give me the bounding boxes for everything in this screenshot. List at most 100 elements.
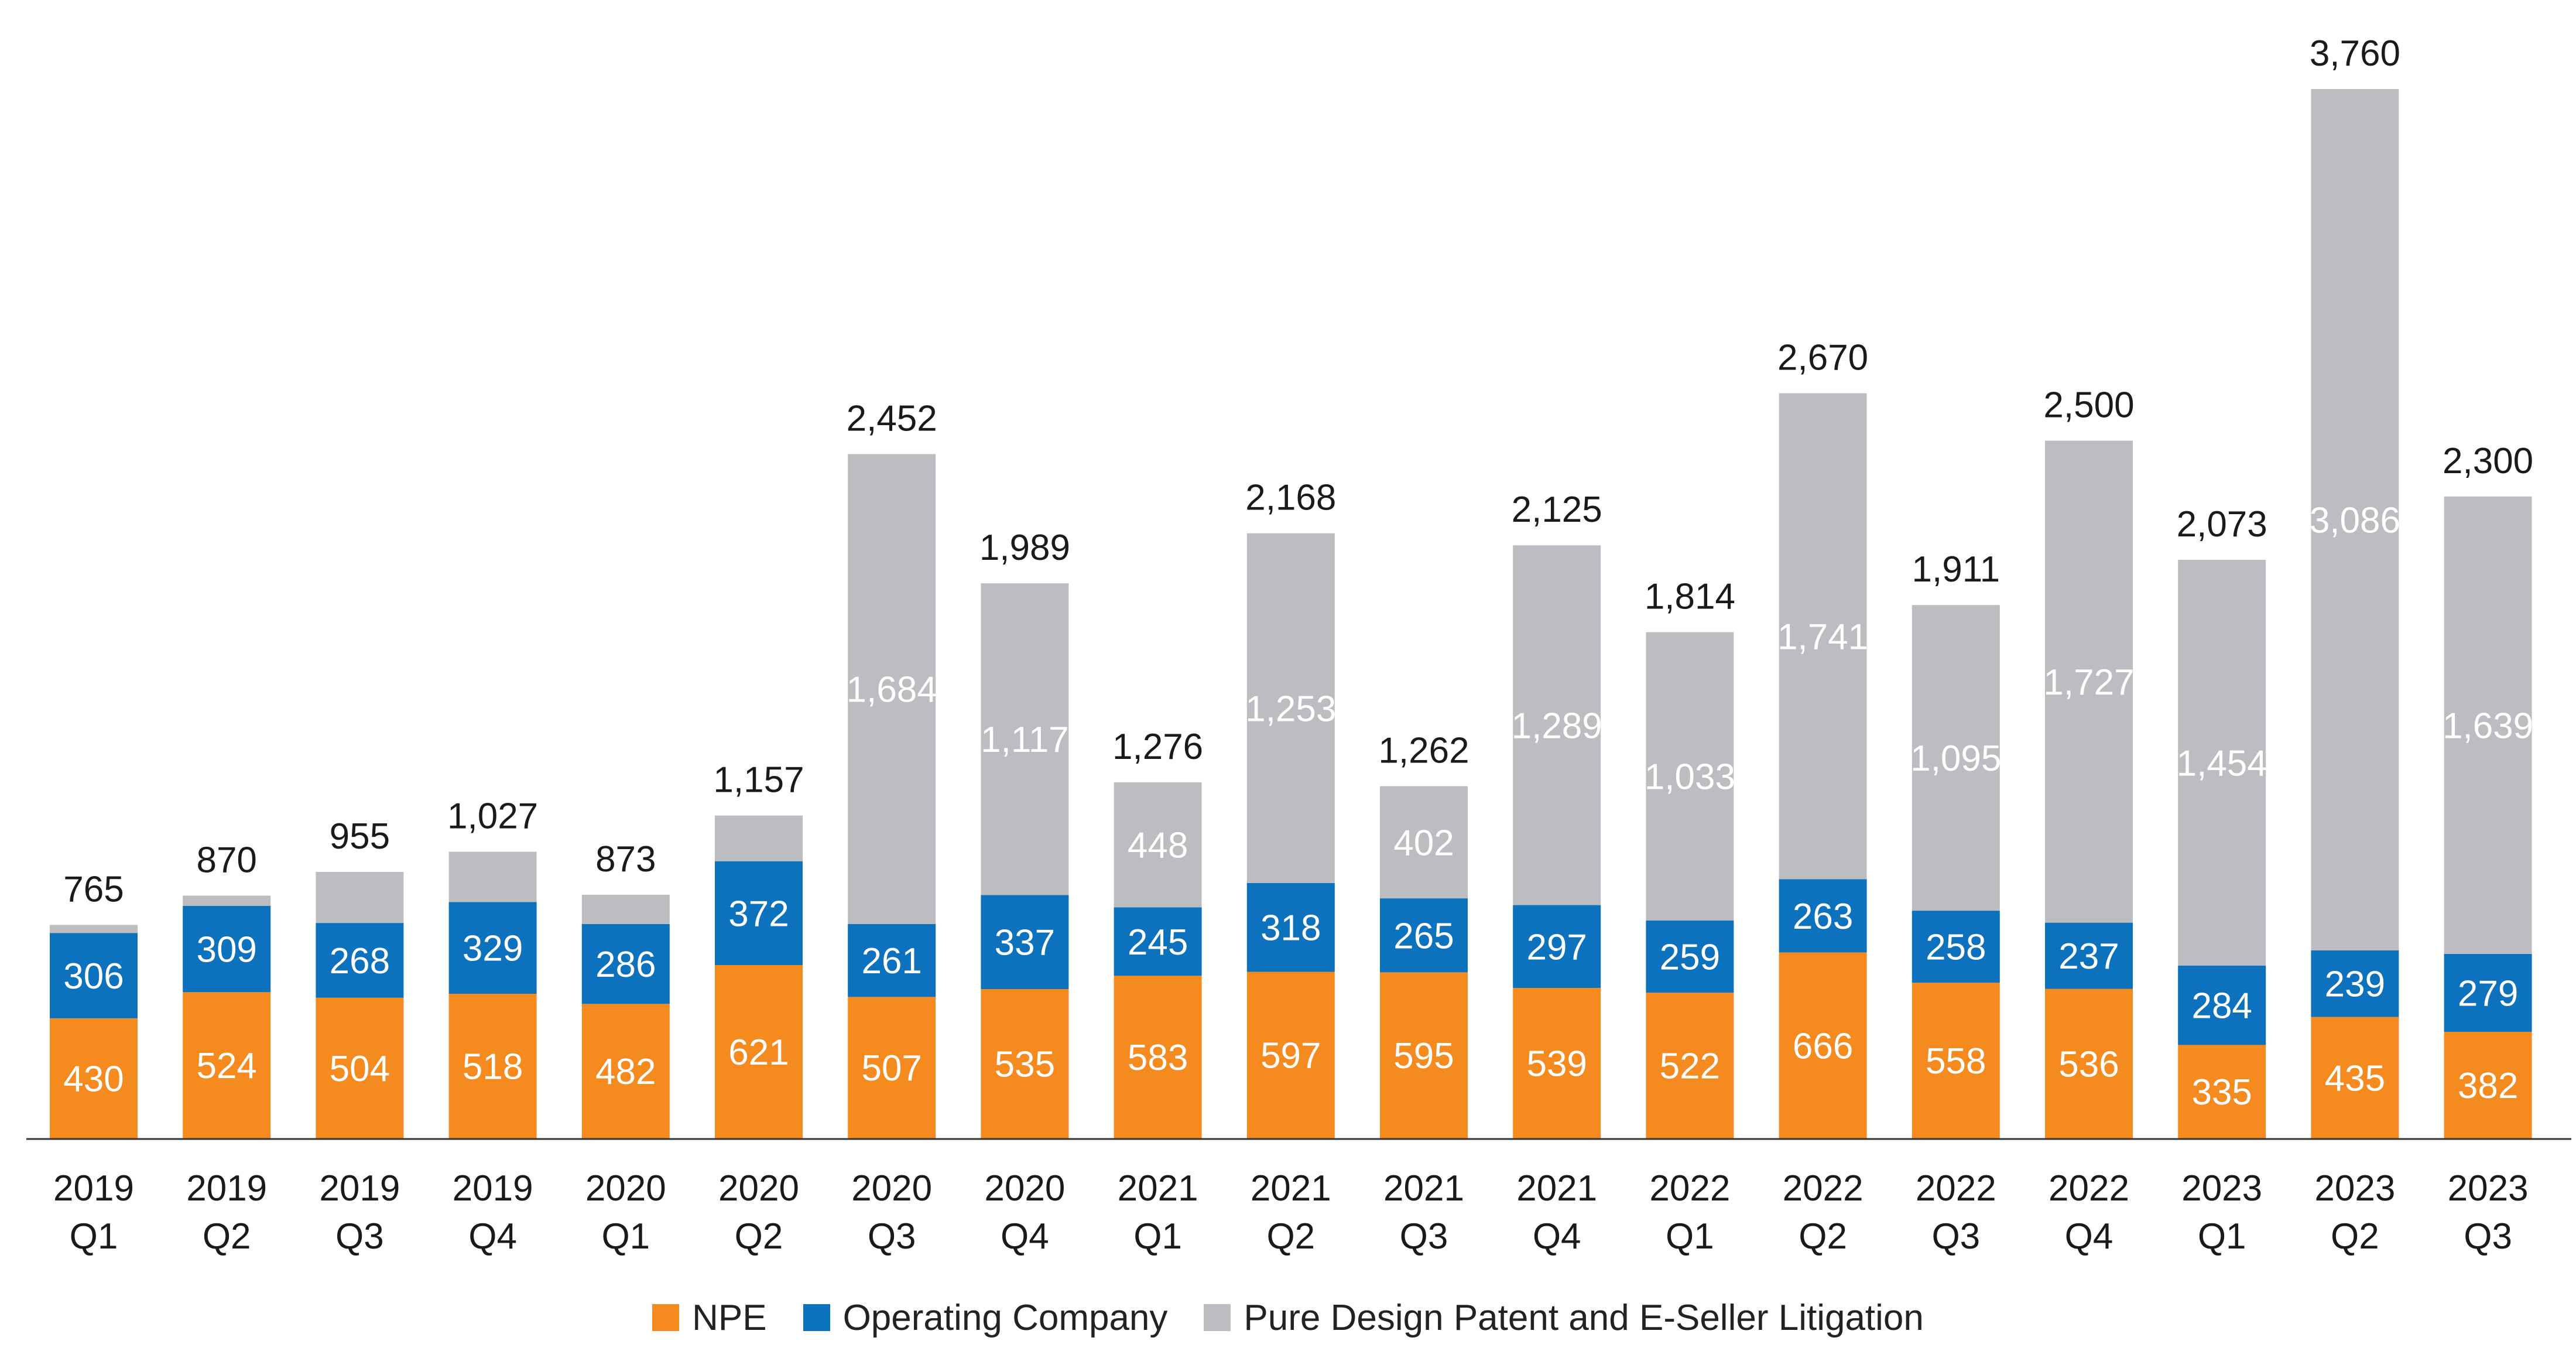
legend-label-npe: NPE bbox=[692, 1297, 766, 1339]
x-tick-label-year: 2019 bbox=[53, 1168, 134, 1209]
x-tick-label-year: 2019 bbox=[186, 1168, 267, 1209]
x-tick-label-quarter: Q3 bbox=[1400, 1216, 1448, 1257]
data-label-pure-design-patent-and-e-seller-litigation: 1,741 bbox=[1777, 617, 1868, 657]
chart-legend: NPE Operating Company Pure Design Patent… bbox=[0, 1291, 2576, 1344]
stacked-bar-chart: 4303067652019Q15243098702019Q25042689552… bbox=[0, 0, 2576, 1358]
data-label-npe: 621 bbox=[728, 1032, 789, 1073]
data-label-npe: 595 bbox=[1393, 1036, 1454, 1076]
x-tick-label-quarter: Q3 bbox=[868, 1216, 916, 1257]
data-label-operating-company: 329 bbox=[463, 929, 523, 969]
x-tick-label-quarter: Q4 bbox=[1533, 1216, 1581, 1257]
x-tick-label-quarter: Q4 bbox=[1001, 1216, 1049, 1257]
data-label-npe: 507 bbox=[861, 1048, 922, 1089]
x-tick-label-year: 2023 bbox=[2314, 1168, 2395, 1209]
legend-item-npe: NPE bbox=[652, 1297, 766, 1339]
data-label-operating-company: 284 bbox=[2191, 986, 2252, 1027]
total-label: 1,814 bbox=[1645, 577, 1735, 617]
legend-swatch-operating-company bbox=[803, 1304, 830, 1331]
data-label-operating-company: 259 bbox=[1660, 938, 1720, 978]
x-tick-label-quarter: Q4 bbox=[468, 1216, 517, 1257]
x-tick-label-quarter: Q1 bbox=[70, 1216, 118, 1257]
x-tick-label-quarter: Q1 bbox=[601, 1216, 650, 1257]
x-tick-label-year: 2021 bbox=[1516, 1168, 1597, 1209]
data-label-pure-design-patent-and-e-seller-litigation: 1,253 bbox=[1245, 689, 1336, 729]
data-label-pure-design-patent-and-e-seller-litigation: 1,095 bbox=[1910, 738, 2001, 779]
data-label-operating-company: 245 bbox=[1128, 922, 1188, 963]
total-label: 2,670 bbox=[1777, 338, 1868, 378]
x-tick-label-quarter: Q3 bbox=[335, 1216, 384, 1257]
bar-segment-pure-design-patent-and-e-seller-litigation bbox=[449, 852, 537, 902]
data-label-npe: 535 bbox=[995, 1045, 1055, 1085]
data-label-operating-company: 268 bbox=[330, 941, 390, 981]
x-tick-label-quarter: Q1 bbox=[2198, 1216, 2246, 1257]
legend-swatch-npe bbox=[652, 1304, 679, 1331]
data-label-npe: 430 bbox=[63, 1059, 124, 1100]
data-label-pure-design-patent-and-e-seller-litigation: 1,684 bbox=[847, 670, 937, 710]
bar-segment-pure-design-patent-and-e-seller-litigation bbox=[715, 816, 803, 861]
data-label-npe: 536 bbox=[2058, 1044, 2119, 1085]
total-label: 2,500 bbox=[2043, 385, 2134, 426]
x-tick-label-year: 2021 bbox=[1118, 1168, 1198, 1209]
data-label-pure-design-patent-and-e-seller-litigation: 1,454 bbox=[2177, 744, 2267, 784]
data-label-npe: 335 bbox=[2191, 1072, 2252, 1113]
x-tick-label-quarter: Q2 bbox=[2331, 1216, 2379, 1257]
x-tick-label-year: 2020 bbox=[851, 1168, 932, 1209]
x-tick-label-year: 2020 bbox=[718, 1168, 799, 1209]
data-label-operating-company: 265 bbox=[1393, 916, 1454, 956]
data-label-npe: 518 bbox=[463, 1047, 523, 1087]
total-label: 3,760 bbox=[2310, 33, 2400, 74]
data-label-pure-design-patent-and-e-seller-litigation: 1,033 bbox=[1645, 757, 1735, 798]
bar-segment-pure-design-patent-and-e-seller-litigation bbox=[50, 925, 138, 933]
data-label-pure-design-patent-and-e-seller-litigation: 1,639 bbox=[2443, 706, 2533, 746]
x-tick-label-year: 2021 bbox=[1383, 1168, 1464, 1209]
x-tick-label-year: 2022 bbox=[1783, 1168, 1864, 1209]
total-label: 1,157 bbox=[713, 760, 804, 801]
x-tick-label-year: 2021 bbox=[1251, 1168, 1331, 1209]
total-label: 1,276 bbox=[1112, 727, 1203, 767]
legend-label-pure-design: Pure Design Patent and E-Seller Litigati… bbox=[1244, 1297, 1923, 1339]
data-label-npe: 524 bbox=[196, 1046, 256, 1086]
x-tick-label-quarter: Q2 bbox=[1799, 1216, 1847, 1257]
x-tick-label-year: 2023 bbox=[2448, 1168, 2529, 1209]
total-label: 2,452 bbox=[847, 398, 937, 439]
x-tick-label-year: 2019 bbox=[319, 1168, 400, 1209]
bar-segment-pure-design-patent-and-e-seller-litigation bbox=[582, 895, 670, 924]
x-tick-label-quarter: Q1 bbox=[1666, 1216, 1714, 1257]
bar-segment-pure-design-patent-and-e-seller-litigation bbox=[183, 895, 270, 906]
data-label-npe: 539 bbox=[1526, 1044, 1587, 1085]
legend-label-operating-company: Operating Company bbox=[843, 1297, 1168, 1339]
data-label-operating-company: 318 bbox=[1260, 908, 1321, 949]
total-label: 873 bbox=[595, 839, 656, 880]
data-label-operating-company: 263 bbox=[1793, 897, 1853, 937]
x-tick-label-year: 2022 bbox=[2049, 1168, 2129, 1209]
data-label-operating-company: 297 bbox=[1526, 927, 1587, 967]
data-label-npe: 504 bbox=[330, 1049, 390, 1089]
data-label-npe: 435 bbox=[2325, 1058, 2385, 1099]
data-label-npe: 522 bbox=[1660, 1046, 1720, 1087]
data-label-operating-company: 261 bbox=[861, 941, 922, 981]
legend-swatch-pure-design bbox=[1204, 1304, 1231, 1331]
data-label-operating-company: 309 bbox=[196, 930, 256, 970]
data-label-pure-design-patent-and-e-seller-litigation: 1,117 bbox=[981, 720, 1069, 760]
x-tick-label-quarter: Q4 bbox=[2065, 1216, 2113, 1257]
bar-segment-pure-design-patent-and-e-seller-litigation bbox=[316, 872, 403, 923]
data-label-operating-company: 239 bbox=[2325, 964, 2385, 1005]
chart-canvas: 4303067652019Q15243098702019Q25042689552… bbox=[0, 0, 2576, 1288]
x-tick-label-year: 2020 bbox=[984, 1168, 1065, 1209]
total-label: 2,300 bbox=[2443, 441, 2533, 481]
total-label: 955 bbox=[330, 816, 390, 857]
x-tick-label-quarter: Q2 bbox=[1266, 1216, 1315, 1257]
total-label: 765 bbox=[63, 869, 124, 909]
data-label-operating-company: 237 bbox=[2058, 936, 2119, 977]
total-label: 1,262 bbox=[1378, 731, 1469, 771]
data-label-pure-design-patent-and-e-seller-litigation: 402 bbox=[1393, 823, 1454, 863]
data-label-npe: 583 bbox=[1128, 1038, 1188, 1078]
x-tick-label-year: 2022 bbox=[1916, 1168, 1996, 1209]
total-label: 1,911 bbox=[1912, 549, 2000, 590]
data-label-pure-design-patent-and-e-seller-litigation: 3,086 bbox=[2310, 500, 2400, 541]
x-tick-label-quarter: Q2 bbox=[735, 1216, 783, 1257]
total-label: 2,073 bbox=[2177, 504, 2267, 545]
x-tick-label-year: 2023 bbox=[2181, 1168, 2262, 1209]
data-label-pure-design-patent-and-e-seller-litigation: 1,289 bbox=[1512, 706, 1602, 746]
x-tick-label-year: 2020 bbox=[585, 1168, 666, 1209]
